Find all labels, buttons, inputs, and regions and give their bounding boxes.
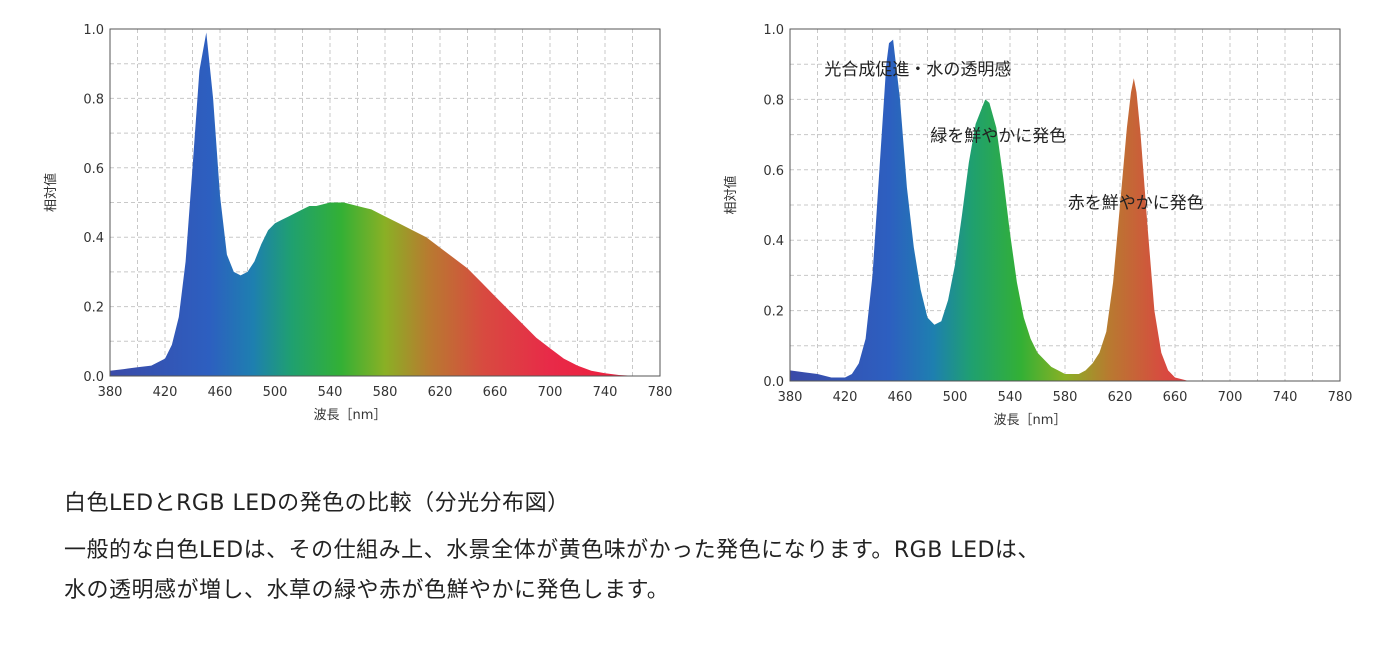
white-led-spectrum-chart: 380 420 460 500 540 580 620 660 700 740 780 0.0 0.2 0…	[43, 23, 672, 423]
y-tick-label: 0.8	[763, 93, 784, 108]
rgb-led-spectrum-chart: 380 420 460 500 540 580 620 660 700 740 780 0.0 0.2 0…	[723, 23, 1352, 428]
x-tick-label: 500	[263, 385, 288, 400]
x-tick-label: 780	[1328, 390, 1353, 405]
x-tick-label: 380	[778, 390, 803, 405]
y-tick-label: 1.0	[83, 23, 104, 38]
spectrum-area	[790, 39, 1340, 381]
x-tick-label: 620	[1108, 390, 1133, 405]
y-tick-label: 1.0	[763, 23, 784, 38]
x-tick-label: 420	[153, 385, 178, 400]
x-axis-label: 波長［nm］	[314, 408, 387, 423]
x-tick-label: 380	[98, 385, 123, 400]
spectrum-charts: 380 420 460 500 540 580 620 660 700 740 780 0.0 0.2 0…	[43, 23, 1352, 428]
x-tick-label: 460	[208, 385, 233, 400]
y-tick-label: 0.8	[83, 92, 104, 107]
y-tick-label: 0.4	[83, 231, 104, 246]
x-tick-label: 580	[1053, 390, 1078, 405]
x-tick-label: 620	[428, 385, 453, 400]
y-tick-label: 0.0	[83, 370, 104, 385]
annotation-label: 赤を鮮やかに発色	[1068, 194, 1204, 214]
x-tick-label: 540	[318, 385, 343, 400]
y-tick-label: 0.6	[83, 162, 104, 177]
y-tick-label: 0.4	[763, 234, 784, 249]
x-tick-label: 500	[943, 390, 968, 405]
x-tick-label: 780	[648, 385, 673, 400]
y-tick-label: 0.2	[763, 305, 784, 320]
caption-title: 白色LEDとRGB LEDの発色の比較（分光分布図）	[64, 491, 570, 516]
grid	[790, 28, 1340, 381]
caption-line-1: 一般的な白色LEDは、その仕組み上、水景全体が黄色味がかった発色になります。RG…	[64, 538, 1040, 563]
y-tick-label: 0.2	[83, 301, 104, 316]
annotation-label: 光合成促進・水の透明感	[824, 60, 1011, 80]
y-tick-label: 0.6	[763, 164, 784, 179]
x-tick-label: 700	[538, 385, 563, 400]
y-tick-label: 0.0	[763, 375, 784, 390]
spectrum-area	[110, 32, 660, 376]
plot-frame	[109, 28, 661, 377]
x-tick-label: 540	[998, 390, 1023, 405]
y-axis-label: 相対値	[723, 175, 739, 214]
y-axis-label: 相対値	[43, 173, 59, 212]
x-tick-label: 660	[483, 385, 508, 400]
annotation-label: 緑を鮮やかに発色	[930, 127, 1066, 147]
x-tick-label: 460	[888, 390, 913, 405]
x-tick-label: 740	[1273, 390, 1298, 405]
x-tick-label: 740	[593, 385, 618, 400]
x-tick-label: 700	[1218, 390, 1243, 405]
plot-frame	[789, 28, 1341, 382]
x-tick-label: 660	[1163, 390, 1188, 405]
x-tick-label: 580	[373, 385, 398, 400]
caption-line-2: 水の透明感が増し、水草の緑や赤が色鮮やかに発色します。	[64, 578, 670, 603]
x-axis-label: 波長［nm］	[994, 413, 1067, 428]
x-tick-label: 420	[833, 390, 858, 405]
